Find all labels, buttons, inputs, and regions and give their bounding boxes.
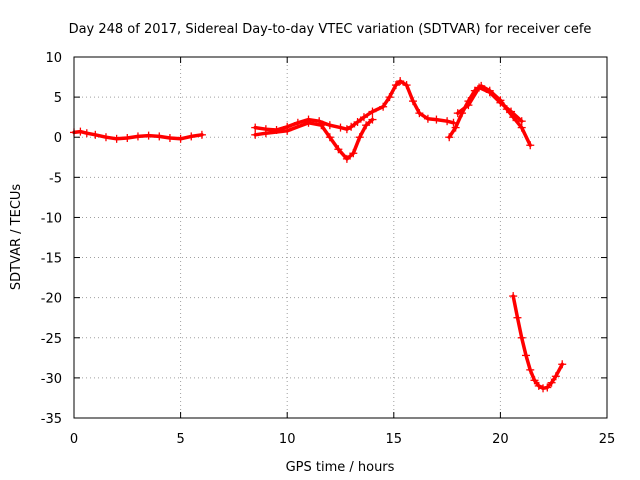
data-point <box>133 132 142 141</box>
series-segment-5 <box>453 83 526 126</box>
data-point <box>91 130 100 139</box>
data-point <box>521 351 530 360</box>
data-point <box>408 97 417 106</box>
data-point <box>534 381 543 390</box>
data-point <box>432 115 441 124</box>
data-point <box>342 125 351 134</box>
data-point <box>496 98 505 107</box>
data-point <box>165 134 174 143</box>
y-tick-label: -30 <box>41 372 62 387</box>
data-point <box>144 131 153 140</box>
data-point <box>415 109 424 118</box>
y-tick-label: -15 <box>41 252 62 267</box>
data-point <box>547 378 556 387</box>
series-segment-3 <box>251 115 377 163</box>
data-point <box>101 133 110 142</box>
data-point <box>517 333 526 342</box>
x-tick-labels: 0 5 10 15 20 25 <box>70 432 615 447</box>
data-point <box>551 372 560 381</box>
series-trace <box>511 294 564 391</box>
data-point <box>526 365 535 374</box>
data-point <box>112 134 121 143</box>
x-tick-label: 10 <box>279 432 296 447</box>
data-point <box>261 129 270 138</box>
data-point <box>485 88 494 97</box>
data-point <box>76 127 85 136</box>
y-tick-label: -20 <box>41 292 62 307</box>
data-point <box>187 132 196 141</box>
data-point <box>453 109 462 118</box>
data-point <box>283 126 292 135</box>
data-series <box>70 77 567 393</box>
series-segment-2 <box>251 77 458 135</box>
data-point <box>334 145 343 154</box>
axes <box>73 56 608 419</box>
x-tick-label: 0 <box>70 432 78 447</box>
y-tick-label: -5 <box>49 171 62 186</box>
data-point <box>251 130 260 139</box>
data-point <box>445 133 454 142</box>
y-axis-title: SDTVAR / TECUs <box>9 184 24 291</box>
y-tick-label: 10 <box>45 51 62 66</box>
data-point <box>347 122 356 131</box>
y-tick-label: 0 <box>54 131 62 146</box>
data-point <box>543 383 552 392</box>
data-point <box>317 121 326 130</box>
y-tick-labels: 10 5 0 -5 -10 -15 -20 -25 -30 -35 <box>41 51 62 427</box>
y-tick-label: -35 <box>41 412 62 427</box>
data-point <box>513 313 522 322</box>
data-point <box>349 149 358 158</box>
data-point <box>530 376 539 385</box>
data-point <box>423 114 432 123</box>
data-point <box>123 134 132 143</box>
data-point <box>155 132 164 141</box>
data-point <box>355 133 364 142</box>
data-point <box>558 360 567 369</box>
x-tick-label: 15 <box>386 432 403 447</box>
data-point <box>517 117 526 126</box>
series-trace <box>447 84 532 147</box>
y-tick-label: -25 <box>41 332 62 347</box>
data-point <box>539 384 548 393</box>
data-point <box>325 121 334 130</box>
data-point <box>304 118 313 127</box>
x-tick-label: 20 <box>492 432 509 447</box>
x-tick-label: 25 <box>599 432 616 447</box>
series-trace <box>253 79 456 132</box>
data-point <box>359 113 368 122</box>
data-point <box>325 133 334 142</box>
y-tick-label: -10 <box>41 211 62 226</box>
data-point <box>197 130 206 139</box>
data-point <box>402 81 411 90</box>
data-point <box>362 121 371 130</box>
data-point <box>391 81 400 90</box>
data-point <box>368 115 377 124</box>
data-point <box>507 107 516 116</box>
data-point <box>385 93 394 102</box>
series-segment-6 <box>509 292 567 393</box>
data-point <box>379 102 388 111</box>
data-point <box>82 129 91 138</box>
chart-title: Day 248 of 2017, Sidereal Day-to-day VTE… <box>69 22 592 37</box>
data-point <box>251 123 260 132</box>
data-point <box>336 123 345 132</box>
plot-frame <box>73 56 608 419</box>
data-point <box>475 83 484 92</box>
y-tick-label: 5 <box>54 91 62 106</box>
data-point <box>464 101 473 110</box>
data-point <box>396 77 405 86</box>
data-point <box>526 141 535 150</box>
series-segment-1 <box>70 127 206 143</box>
data-point <box>443 117 452 126</box>
data-point <box>509 292 518 301</box>
data-point <box>368 107 377 116</box>
data-point <box>353 117 362 126</box>
x-axis-title: GPS time / hours <box>286 460 395 475</box>
data-point <box>342 154 351 163</box>
data-point <box>451 123 460 132</box>
x-tick-label: 5 <box>176 432 184 447</box>
data-point <box>176 134 185 143</box>
